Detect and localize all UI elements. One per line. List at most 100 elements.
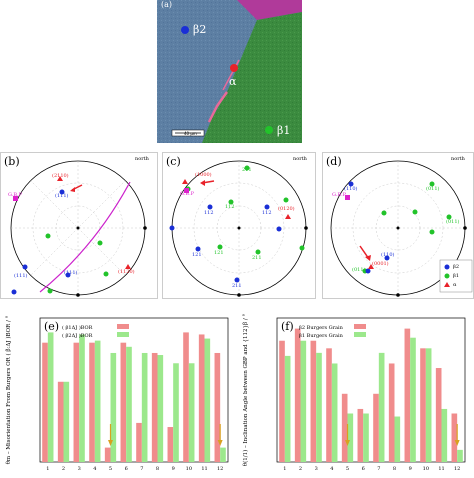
x-tick-label: 11 bbox=[438, 466, 444, 472]
legend-beta1: β1 bbox=[453, 273, 460, 279]
bar-1-4 bbox=[326, 348, 332, 462]
label-1000: (1000) bbox=[195, 172, 212, 178]
plot-frame bbox=[276, 317, 466, 463]
x-tick-label: 5 bbox=[346, 466, 349, 472]
panel-c-label: (c) bbox=[166, 155, 181, 168]
chart-f-container: 1 2 3 4 5 6 7 8 9 10 11 12 β2 Burgers Grain β1 Burger… bbox=[237, 310, 474, 474]
x-tick-label: 8 bbox=[393, 466, 396, 472]
bar-1-1 bbox=[279, 340, 285, 462]
x-tick-label: 9 bbox=[409, 466, 412, 472]
bar-1-6 bbox=[357, 408, 364, 462]
panel-b-label: (b) bbox=[4, 155, 20, 168]
bar-2-5 bbox=[110, 352, 117, 462]
bar-2-2 bbox=[300, 340, 307, 462]
bar-2-7 bbox=[378, 352, 385, 462]
bar-2-4 bbox=[94, 340, 101, 462]
bar-1-2 bbox=[57, 381, 64, 462]
bar-2-8 bbox=[394, 416, 401, 462]
alpha-marker bbox=[230, 64, 238, 72]
bar-2-6 bbox=[126, 346, 132, 462]
beta1-label: β1 bbox=[277, 124, 291, 137]
pole-figure-b: (b) north G.B.P (2110) (111) (111) (111)… bbox=[0, 152, 158, 300]
label-211-a: 211 bbox=[242, 167, 252, 173]
bar-2-8 bbox=[157, 355, 164, 462]
x-tick-label: 11 bbox=[201, 466, 207, 472]
arrow-head bbox=[345, 440, 350, 446]
label-2110: (2110) bbox=[52, 173, 69, 179]
x-tick-label: 6 bbox=[125, 466, 128, 472]
micrograph-image: (a) β2 α β1 40 μm bbox=[157, 0, 302, 143]
bar-1-7 bbox=[136, 422, 142, 462]
bar-1-8 bbox=[388, 363, 395, 462]
bar-2-10 bbox=[188, 363, 195, 462]
grain-boundary-trace bbox=[39, 181, 131, 293]
bar-2-7 bbox=[141, 352, 148, 462]
arrow-head bbox=[108, 440, 113, 446]
pole-figure-d: (d) north G.B.P (110) (011) (011) (0001)… bbox=[322, 152, 474, 300]
bar-2-9 bbox=[173, 363, 179, 462]
label-0120: (0120) bbox=[278, 206, 295, 212]
bar-2-12 bbox=[220, 447, 226, 462]
micrograph-svg bbox=[157, 0, 302, 143]
chart-e: 1 2 3 4 5 6 7 8 9 10 11 12( β1ΔJ )BOR( β2ΔJ )BORθm … bbox=[5, 315, 229, 472]
legend-swatch bbox=[354, 332, 366, 337]
beta1-marker bbox=[265, 126, 273, 134]
plot-frame bbox=[39, 317, 229, 463]
panel-label: (f) bbox=[281, 320, 294, 333]
bar-2-1 bbox=[284, 355, 291, 462]
label-1120: (1120) bbox=[118, 269, 135, 275]
bar-1-9 bbox=[404, 328, 411, 462]
label-011-b: (011) bbox=[446, 219, 460, 225]
label-211-b: 211 bbox=[252, 255, 262, 261]
x-tick-label: 4 bbox=[93, 466, 96, 472]
legend-beta2: β2 bbox=[453, 264, 460, 270]
alpha-label: α bbox=[229, 75, 237, 88]
gbp-label: G.B.P bbox=[332, 192, 347, 198]
label-112-b: 112 bbox=[262, 210, 272, 216]
legend-label: ( β1ΔJ )BOR bbox=[62, 324, 93, 331]
panel-a-label: (a) bbox=[161, 0, 173, 9]
bar-1-5 bbox=[341, 393, 348, 462]
label-011-a: (011) bbox=[426, 186, 440, 192]
chart-e-container: 1 2 3 4 5 6 7 8 9 10 11 12( β1ΔJ )BOR( β2ΔJ )BOR θm … bbox=[0, 310, 237, 474]
bar-1-3 bbox=[73, 342, 80, 462]
alpha-phase bbox=[207, 91, 229, 123]
panel-label: (e) bbox=[44, 320, 59, 333]
legend-swatch bbox=[117, 324, 129, 329]
bar-2-6 bbox=[363, 413, 369, 462]
y-axis-label: θm – Misorientation From Burgers OR ( β:… bbox=[5, 315, 12, 464]
x-tick-label: 12 bbox=[454, 466, 460, 472]
bar-2-11 bbox=[204, 338, 211, 462]
label-111-a: (111) bbox=[55, 193, 69, 199]
panel-d-label: (d) bbox=[326, 155, 342, 168]
beta2-label: β2 bbox=[193, 23, 207, 36]
x-tick-label: 7 bbox=[140, 466, 143, 472]
bar-1-7 bbox=[373, 393, 379, 462]
legend-swatch bbox=[117, 332, 129, 337]
legend-label: β2 Burgers Grain bbox=[299, 325, 344, 331]
bar-2-9 bbox=[410, 337, 416, 462]
gbp-label: G.B.P bbox=[8, 192, 23, 198]
bar-1-8 bbox=[151, 352, 158, 462]
bar-1-1 bbox=[42, 342, 48, 462]
legend-alpha: α bbox=[453, 282, 457, 288]
beta1-grain bbox=[202, 12, 302, 143]
bar-1-10 bbox=[183, 332, 189, 462]
beta2-marker bbox=[181, 26, 189, 34]
pole-figure-c: (c) north G.B.P (1000) (0120) 112 112 11… bbox=[162, 152, 316, 300]
arrow-head bbox=[454, 440, 460, 446]
x-tick-label: 9 bbox=[172, 466, 175, 472]
label-011-c: (011) bbox=[352, 267, 366, 273]
x-tick-label: 4 bbox=[330, 466, 333, 472]
bar-2-3 bbox=[79, 334, 85, 462]
bar-1-4 bbox=[89, 342, 95, 462]
label-111-c: (111) bbox=[14, 273, 28, 279]
x-tick-label: 12 bbox=[217, 466, 223, 472]
label-121-a: 121 bbox=[192, 252, 202, 258]
x-tick-label: 1 bbox=[46, 466, 49, 472]
label-112-a: 112 bbox=[204, 210, 214, 216]
bar-2-4 bbox=[331, 363, 338, 462]
scale-bar-text: 40 μm bbox=[184, 131, 197, 136]
legend-label: ( β2ΔJ )BOR bbox=[62, 332, 93, 339]
